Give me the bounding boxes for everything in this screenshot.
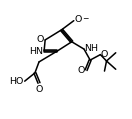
- Text: HO: HO: [9, 77, 23, 86]
- Text: O: O: [101, 50, 108, 59]
- Text: −: −: [82, 14, 89, 23]
- Text: NH: NH: [84, 44, 98, 53]
- Text: O: O: [77, 66, 84, 75]
- Text: O: O: [75, 15, 82, 24]
- Text: O: O: [36, 35, 44, 44]
- Text: O: O: [35, 85, 43, 94]
- Text: HN: HN: [29, 47, 43, 56]
